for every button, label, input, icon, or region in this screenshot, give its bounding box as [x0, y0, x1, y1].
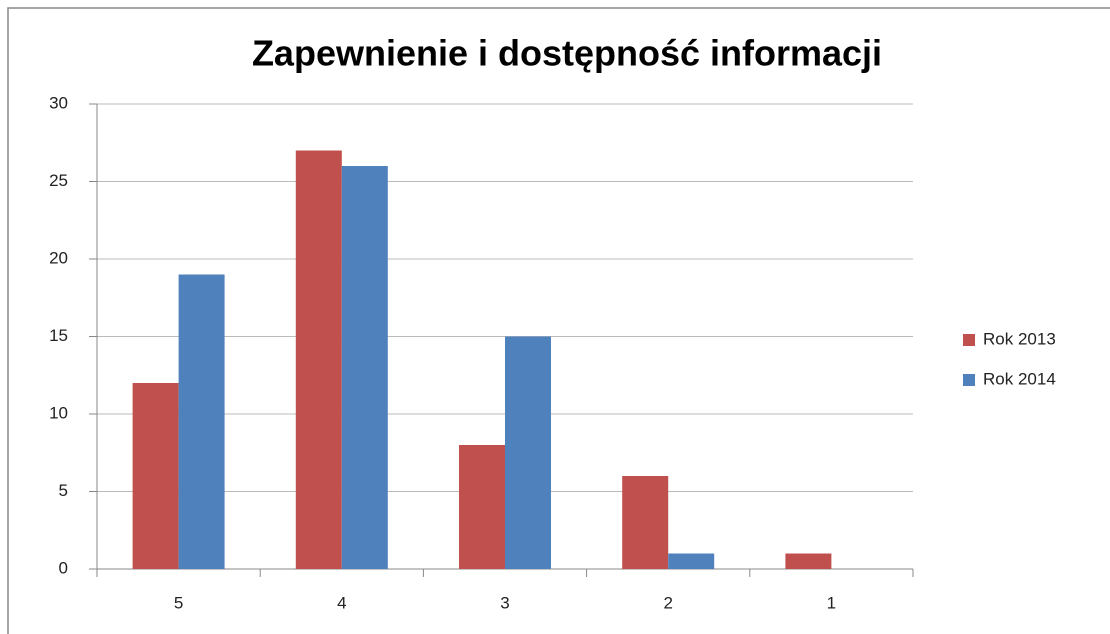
legend-swatch	[963, 334, 975, 346]
bar	[295, 150, 342, 569]
y-tick-label: 15	[49, 326, 68, 345]
x-tick-label: 1	[827, 593, 836, 612]
x-tick-label: 2	[663, 593, 672, 612]
y-tick-label: 20	[49, 248, 68, 267]
bar	[341, 166, 388, 569]
legend-swatch	[963, 374, 975, 386]
bar	[178, 274, 225, 569]
bar	[505, 336, 551, 569]
x-tick-label: 3	[500, 593, 509, 612]
bar	[622, 476, 669, 569]
y-tick-label: 0	[59, 558, 68, 577]
legend-label: Rok 2013	[983, 329, 1056, 348]
bar	[785, 553, 832, 569]
x-tick-label: 4	[337, 593, 346, 612]
y-tick-label: 25	[49, 171, 68, 190]
y-tick-label: 10	[49, 403, 68, 422]
legend-label: Rok 2014	[983, 369, 1056, 388]
chart-title: Zapewnienie i dostępność informacji	[252, 33, 882, 74]
y-tick-label: 5	[59, 481, 68, 500]
y-tick-label: 30	[49, 93, 68, 112]
bar	[132, 383, 179, 569]
bar	[459, 445, 505, 569]
x-tick-label: 5	[174, 593, 183, 612]
bar	[668, 553, 715, 569]
